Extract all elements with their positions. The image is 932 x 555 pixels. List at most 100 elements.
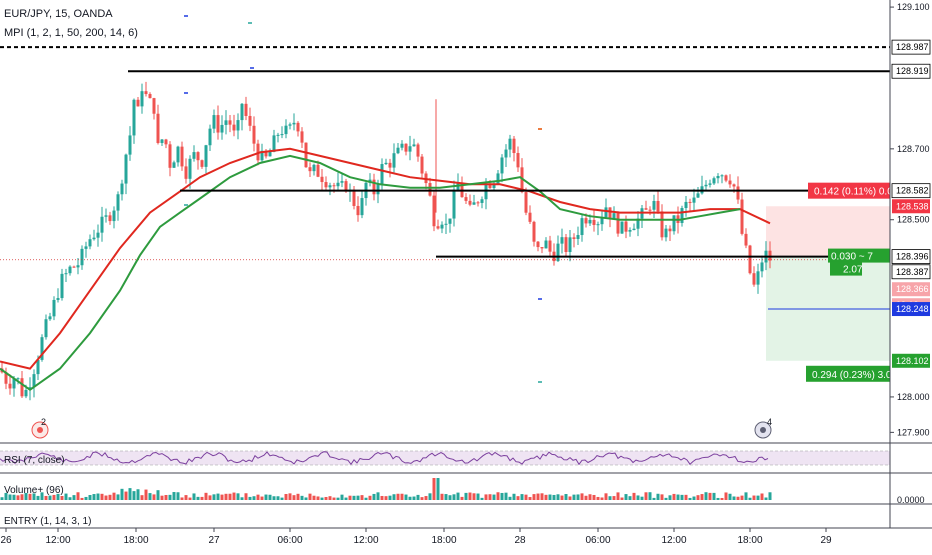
candle-body — [124, 154, 128, 184]
volume-bar — [744, 492, 748, 500]
volume-bar — [0, 497, 4, 500]
volume-bar — [256, 494, 260, 500]
volume-bar — [436, 478, 440, 500]
candle-body — [136, 99, 140, 107]
volume-pane-label: Volume+ (96) — [4, 485, 64, 496]
volume-bar — [164, 495, 168, 500]
volume-bar — [516, 496, 520, 500]
candle-body — [376, 183, 380, 195]
candle-body — [12, 379, 16, 389]
candle-body — [304, 142, 308, 168]
volume-bar — [280, 497, 284, 500]
candle-body — [168, 144, 172, 168]
volume-bar — [576, 494, 580, 500]
candle-body — [208, 128, 212, 146]
volume-bar — [396, 493, 400, 500]
candle-body — [672, 215, 676, 232]
candle-body — [400, 143, 404, 148]
candle-body — [380, 164, 384, 184]
candle-body — [240, 103, 244, 121]
candle-body — [284, 125, 288, 135]
candle-body — [524, 192, 528, 213]
volume-bar — [504, 492, 508, 500]
volume-bar — [628, 496, 632, 500]
volume-bar — [316, 496, 320, 500]
candle-body — [628, 230, 632, 232]
candle-body — [232, 124, 236, 131]
price-axis-badge-label: 128.102 — [896, 356, 929, 366]
price-tick-label: 129.100 — [897, 2, 930, 12]
volume-bar — [740, 495, 744, 500]
candle-body — [600, 217, 604, 225]
time-axis-label: 29 — [820, 535, 832, 546]
candle-body — [92, 237, 96, 240]
volume-bar — [452, 494, 456, 500]
candle-body — [636, 218, 640, 229]
candle-body — [276, 134, 280, 136]
candle-body — [352, 189, 356, 206]
candle-body — [452, 189, 456, 219]
candle-body — [576, 235, 580, 239]
candle-body — [564, 237, 568, 252]
volume-bar — [352, 495, 356, 500]
volume-bar — [200, 496, 204, 500]
volume-bar — [480, 497, 484, 500]
time-axis-label: 06:00 — [585, 535, 610, 546]
candle-body — [76, 265, 80, 268]
volume-bar — [356, 495, 360, 500]
candle-body — [244, 103, 248, 116]
candle-body — [120, 183, 124, 195]
volume-bar — [372, 493, 376, 500]
volume-bar — [272, 496, 276, 500]
candle-body — [580, 218, 584, 236]
candle-body — [716, 176, 720, 179]
volume-bar — [492, 494, 496, 500]
volume-bar — [208, 495, 212, 500]
volume-bar — [40, 492, 44, 500]
candle-body — [296, 122, 300, 132]
candle-body — [696, 193, 700, 198]
candle-body — [496, 173, 500, 184]
volume-bar — [20, 494, 24, 500]
volume-bar — [652, 497, 656, 500]
volume-bar — [648, 492, 652, 500]
time-axis-label: 26 — [0, 535, 12, 546]
volume-bar — [212, 494, 216, 500]
volume-bar — [284, 493, 288, 500]
volume-bar — [720, 497, 724, 500]
volume-bar — [252, 496, 256, 500]
volume-axis-label: 0.0000 — [897, 495, 925, 505]
price-axis-badge-label: 128.538 — [896, 201, 929, 211]
candle-body — [712, 178, 716, 184]
volume-bar — [308, 493, 312, 500]
price-axis-badge-label: 128.987 — [896, 42, 929, 52]
candle-body — [692, 197, 696, 203]
candle-body — [556, 243, 560, 262]
candle-body — [436, 226, 440, 229]
candle-body — [220, 124, 224, 133]
volume-bar — [756, 495, 760, 500]
price-axis-badge — [891, 183, 931, 199]
candle-body — [416, 144, 420, 157]
volume-bar — [264, 494, 268, 500]
volume-bar — [312, 495, 316, 500]
candle-body — [172, 162, 176, 168]
candle-body — [720, 175, 724, 177]
candle-body — [144, 91, 148, 95]
candle-body — [644, 208, 648, 210]
rsi-band — [0, 451, 890, 465]
candle-body — [668, 228, 672, 232]
volume-bar — [292, 495, 296, 500]
volume-bar — [8, 494, 12, 500]
volume-bar — [620, 497, 624, 500]
candle-body — [80, 248, 84, 266]
volume-bar — [368, 495, 372, 500]
volume-bar — [224, 493, 228, 500]
time-axis-label: 06:00 — [277, 535, 302, 546]
volume-bar — [204, 492, 208, 500]
candle-body — [432, 195, 436, 227]
volume-bar — [496, 492, 500, 500]
candle-body — [660, 211, 664, 238]
